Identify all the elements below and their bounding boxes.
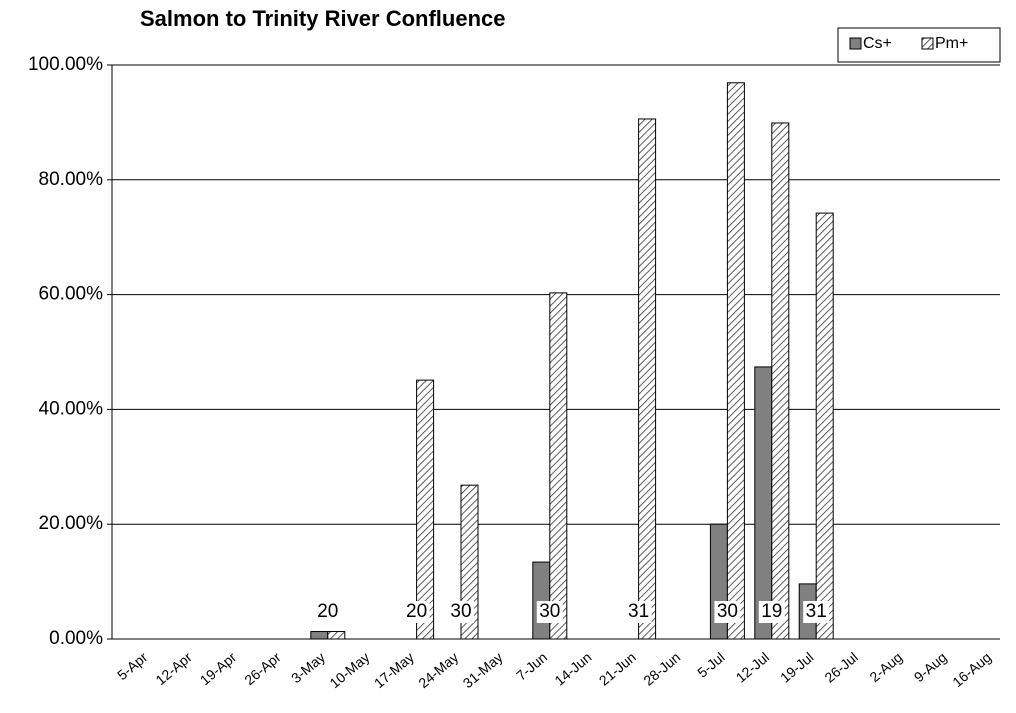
x-tick-label: 26-Apr [241, 649, 284, 688]
x-tick-label: 24-May [415, 649, 461, 691]
y-tick-label: 0.00% [49, 628, 103, 649]
x-tick-label: 14-Jun [551, 649, 594, 689]
x-tick-label: 5-Apr [114, 649, 151, 683]
x-tick-label: 21-Jun [596, 649, 639, 689]
data-label: 30 [717, 601, 738, 622]
x-tick-label: 19-Apr [197, 649, 240, 688]
data-label: 31 [628, 601, 649, 622]
legend-label: Cs+ [863, 35, 892, 52]
bar [549, 292, 568, 640]
x-tick-label: 9-Aug [911, 649, 950, 685]
y-tick-label: 20.00% [39, 513, 104, 534]
bar [754, 366, 773, 640]
bar [638, 118, 657, 640]
data-label: 20 [317, 601, 338, 622]
bar [771, 122, 790, 640]
bar [310, 631, 329, 640]
legend-swatch [921, 37, 934, 50]
bar [726, 82, 745, 640]
x-tick-label: 3-May [288, 649, 328, 686]
x-tick-label: 17-May [371, 649, 417, 691]
chart-title: Salmon to Trinity River Confluence [140, 6, 506, 31]
y-tick-label: 60.00% [39, 284, 104, 305]
bar [815, 212, 834, 640]
x-tick-label: 2-Aug [866, 649, 905, 685]
data-label: 30 [450, 601, 471, 622]
x-tick-label: 31-May [460, 649, 506, 691]
y-tick-label: 40.00% [39, 398, 104, 419]
x-tick-label: 10-May [326, 649, 372, 691]
legend-swatch [849, 37, 862, 50]
x-tick-label: 19-Jul [777, 649, 817, 686]
y-tick-label: 80.00% [39, 169, 104, 190]
y-tick-label: 100.00% [28, 54, 103, 75]
x-tick-label: 16-Aug [949, 649, 994, 690]
x-tick-label: 5-Jul [694, 649, 728, 681]
x-tick-label: 26-Jul [821, 649, 861, 686]
data-label: 30 [539, 601, 560, 622]
data-label: 31 [806, 601, 827, 622]
x-tick-label: 12-Jul [733, 649, 773, 686]
data-label: 20 [406, 601, 427, 622]
legend-label: Pm+ [935, 35, 968, 52]
x-tick-label: 12-Apr [152, 649, 195, 688]
data-label: 19 [761, 601, 782, 622]
x-tick-label: 28-Jun [640, 649, 683, 689]
bar [327, 631, 346, 640]
legend: Cs+ Pm+ [837, 27, 1001, 63]
legend-box [837, 27, 1001, 63]
x-tick-label: 7-Jun [513, 649, 550, 684]
